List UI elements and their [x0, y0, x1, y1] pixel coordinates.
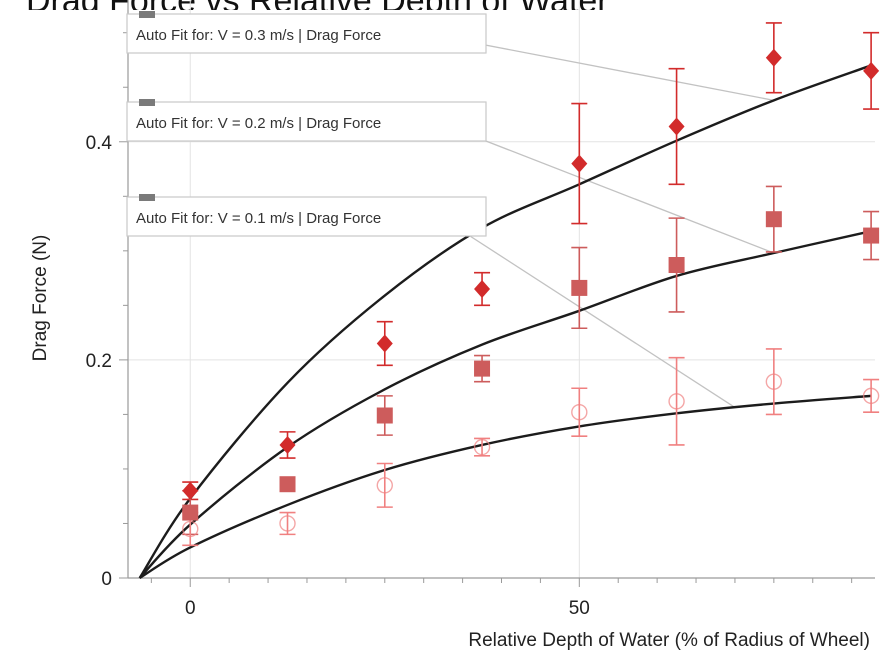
y-tick-label: 0 — [101, 569, 112, 590]
tick-labels: 0 50 0 0.2 0.4 — [86, 133, 590, 619]
diamond-marker — [668, 117, 685, 136]
diamond-marker — [765, 48, 782, 67]
x-tick-label: 50 — [569, 598, 590, 619]
gridlines — [128, 0, 875, 579]
callout-box — [126, 196, 487, 237]
circle-marker — [862, 387, 880, 405]
axes — [119, 0, 875, 587]
diamond-marker — [182, 481, 199, 500]
square-marker — [474, 360, 491, 377]
callout-box — [126, 13, 487, 54]
y-tick-label: 0.4 — [86, 133, 113, 154]
data-points — [182, 48, 880, 538]
circle-marker — [571, 404, 588, 421]
fit-curve — [138, 230, 872, 579]
square-marker — [765, 211, 782, 228]
callout-label: Auto Fit for: V = 0.3 m/s | Drag Force — [136, 27, 381, 44]
circle-marker — [473, 438, 491, 456]
circle-marker — [182, 520, 199, 538]
fit-curves — [138, 64, 872, 580]
callout-leader-line — [445, 124, 775, 254]
callout-handle-icon — [139, 99, 155, 106]
diamond-marker — [376, 334, 393, 353]
circle-marker — [376, 477, 393, 494]
callout-leader-line — [445, 36, 774, 101]
diamond-marker — [279, 435, 296, 454]
callout-label: Auto Fit for: V = 0.1 m/s | Drag Force — [136, 210, 381, 227]
x-tick-label: 0 — [185, 598, 196, 619]
square-marker — [182, 504, 199, 521]
y-tick-label: 0.2 — [86, 351, 112, 372]
callout-handle-icon — [139, 194, 155, 201]
square-marker — [571, 279, 588, 296]
error-bars — [182, 22, 880, 547]
x-axis-label: Relative Depth of Water (% of Radius of … — [468, 630, 870, 651]
callout-label: Auto Fit for: V = 0.2 m/s | Drag Force — [136, 115, 381, 132]
square-marker — [668, 257, 685, 274]
callout-leader-line — [445, 219, 736, 408]
square-marker — [863, 227, 880, 244]
circle-marker — [279, 515, 296, 532]
circle-marker — [668, 393, 685, 410]
y-axis-label: Drag Force (N) — [30, 235, 51, 362]
fit-callouts: Auto Fit for: V = 0.3 m/s | Drag Force Au… — [126, 11, 487, 237]
square-marker — [376, 407, 393, 424]
diamond-marker — [863, 61, 880, 80]
callout-handle-icon — [139, 11, 155, 18]
chart-title: Drag Force vs Relative Depth of Water — [26, 0, 609, 20]
callout-box — [126, 101, 487, 142]
fit-curve — [138, 64, 872, 579]
callout-leader-lines — [445, 36, 775, 408]
diamond-marker — [474, 280, 491, 298]
diamond-marker — [571, 154, 588, 173]
circle-marker — [765, 373, 783, 390]
square-marker — [279, 476, 296, 493]
